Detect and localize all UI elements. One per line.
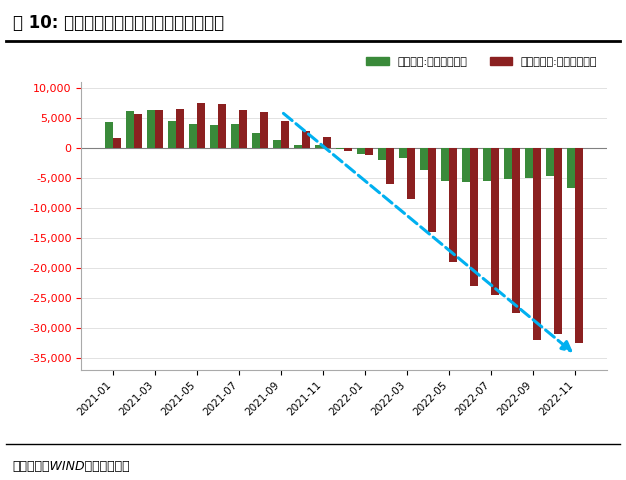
Legend: 居民短贷:累计同比变化, 居民中长贷:累计同比变化: 居民短贷:累计同比变化, 居民中长贷:累计同比变化 — [362, 53, 602, 72]
Bar — [555, 148, 562, 334]
Text: 图 10: 居民户贷款：累计同比变化（亿元）: 图 10: 居民户贷款：累计同比变化（亿元） — [13, 14, 223, 33]
Bar — [155, 110, 163, 148]
Bar — [105, 122, 113, 148]
Bar — [126, 111, 134, 148]
Bar — [210, 125, 218, 148]
Bar — [505, 148, 512, 179]
Bar — [408, 148, 415, 199]
Bar — [491, 148, 500, 295]
Text: 资料来源：WIND，财信研究院: 资料来源：WIND，财信研究院 — [13, 460, 130, 473]
Bar — [533, 148, 541, 340]
Bar — [386, 148, 394, 184]
Bar — [218, 105, 226, 148]
Bar — [302, 131, 310, 148]
Bar — [197, 103, 205, 148]
Bar — [399, 148, 408, 158]
Bar — [525, 148, 533, 178]
Bar — [231, 124, 239, 148]
Bar — [441, 148, 449, 180]
Bar — [567, 148, 575, 189]
Bar — [252, 132, 260, 148]
Bar — [147, 110, 155, 148]
Bar — [168, 121, 177, 148]
Bar — [366, 148, 373, 155]
Bar — [189, 124, 197, 148]
Bar — [512, 148, 520, 312]
Bar — [316, 144, 323, 148]
Bar — [420, 148, 428, 170]
Bar — [239, 110, 247, 148]
Bar — [428, 148, 436, 232]
Bar — [274, 141, 281, 148]
Bar — [134, 114, 142, 148]
Bar — [281, 121, 289, 148]
Bar — [294, 144, 302, 148]
Bar — [483, 148, 491, 180]
Bar — [449, 148, 458, 262]
Bar — [575, 148, 583, 343]
Bar — [344, 148, 352, 151]
Bar — [260, 112, 269, 148]
Bar — [357, 148, 366, 154]
Bar — [323, 137, 331, 148]
Bar — [113, 138, 121, 148]
Bar — [470, 148, 478, 286]
Bar — [378, 148, 386, 159]
Bar — [463, 148, 470, 182]
Bar — [546, 148, 555, 177]
Bar — [336, 148, 344, 149]
Bar — [177, 108, 184, 148]
